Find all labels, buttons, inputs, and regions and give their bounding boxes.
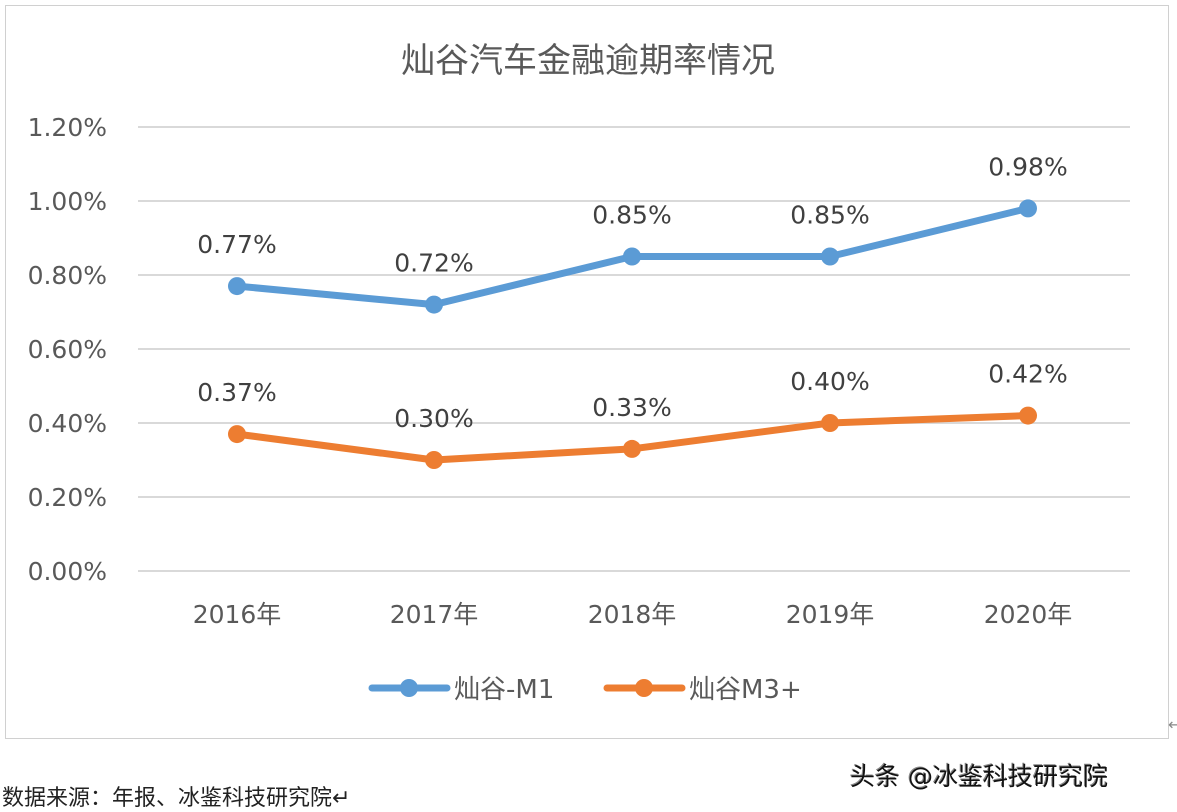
x-tick-label: 2017年 (390, 600, 479, 629)
data-point (425, 295, 443, 314)
legend-marker-1 (635, 679, 653, 697)
legend-label-0: 灿谷-M1 (454, 675, 554, 705)
y-tick-label: 0.80% (28, 261, 107, 290)
legend-marker-0 (400, 679, 418, 697)
data-point (228, 277, 246, 296)
x-tick-label: 2019年 (786, 600, 875, 629)
data-label: 0.98% (988, 152, 1067, 181)
data-point (425, 451, 443, 469)
watermark: 头条 @冰鉴科技研究院 (850, 762, 1108, 791)
x-tick-label: 2020年 (984, 600, 1073, 629)
data-point (1019, 199, 1037, 218)
y-tick-label: 1.00% (28, 187, 107, 216)
y-tick-label: 0.40% (28, 409, 107, 438)
data-label: 0.42% (988, 360, 1067, 389)
y-tick-label: 1.20% (28, 113, 107, 142)
data-label: 0.72% (394, 249, 473, 278)
data-label: 0.30% (394, 404, 473, 433)
data-point (228, 425, 246, 444)
return-mark: ↵ (1168, 715, 1177, 734)
data-point (821, 414, 839, 432)
chart-frame (5, 5, 1169, 739)
data-label: 0.85% (592, 201, 671, 230)
data-label: 0.85% (790, 201, 869, 230)
y-tick-label: 0.20% (28, 483, 107, 512)
data-point (623, 439, 641, 458)
data-label: 0.40% (790, 367, 869, 396)
x-tick-label: 2016年 (193, 600, 282, 629)
y-tick-label: 0.60% (28, 335, 107, 364)
x-tick-label: 2018年 (588, 600, 677, 629)
data-label: 0.77% (197, 230, 276, 259)
y-tick-label: 0.00% (28, 557, 107, 586)
source-note: 数据来源：年报、冰鉴科技研究院↵ (2, 786, 351, 811)
data-point (1019, 406, 1037, 425)
data-point (623, 247, 641, 266)
data-label: 0.37% (197, 378, 276, 407)
legend-label-1: 灿谷M3+ (689, 675, 802, 705)
data-point (821, 247, 839, 266)
data-label: 0.33% (592, 393, 671, 422)
chart-title: 灿谷汽车金融逾期率情况 (401, 41, 775, 81)
